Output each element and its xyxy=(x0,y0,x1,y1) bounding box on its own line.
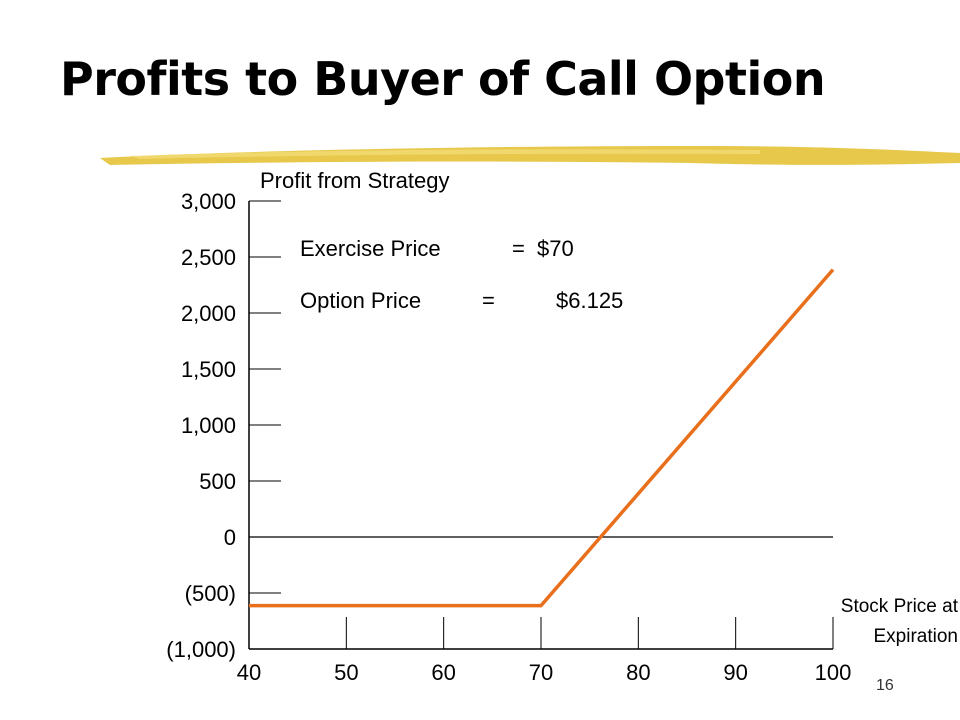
x-tick-label: 60 xyxy=(431,660,455,685)
series-layer xyxy=(249,268,835,608)
page-number: 16 xyxy=(876,677,894,694)
x-axis-ticks: 40 50 60 70 80 90 100 xyxy=(237,617,852,685)
annotation-exercise-eq: = xyxy=(512,236,525,261)
x-tick-label: 100 xyxy=(815,660,852,685)
profit-line xyxy=(249,268,835,608)
annotation-exercise-value: $70 xyxy=(537,236,574,261)
slide-title: Profits to Buyer of Call Option xyxy=(60,52,826,106)
y-axis-ticks: 3,000 2,500 2,000 1,500 1,000 500 0 (500) (1,000… xyxy=(166,189,281,662)
x-tick-label: 90 xyxy=(723,660,747,685)
x-tick-label: 80 xyxy=(626,660,650,685)
annotation-option-price: Option Price = $6.125 xyxy=(300,288,623,313)
axes xyxy=(248,201,833,650)
title-brush-stroke-highlight xyxy=(130,149,760,159)
x-tick-label: 50 xyxy=(334,660,358,685)
annotation-exercise-label: Exercise Price xyxy=(300,236,441,261)
y-tick-label: 1,500 xyxy=(181,357,236,382)
y-tick-label: 2,000 xyxy=(181,301,236,326)
annotation-option-label: Option Price xyxy=(300,288,421,313)
y-tick-label: 500 xyxy=(199,469,236,494)
chart-title: Profit from Strategy xyxy=(260,168,450,193)
annotation-exercise-price: Exercise Price = $70 xyxy=(300,236,574,261)
xlabel-line-2: Expiration xyxy=(874,626,959,647)
annotation-option-eq: = xyxy=(482,288,495,313)
annotation-option-value: $6.125 xyxy=(556,288,623,313)
x-tick-label: 70 xyxy=(529,660,553,685)
y-tick-label: 2,500 xyxy=(181,245,236,270)
x-tick-label: 40 xyxy=(237,660,261,685)
y-tick-label: 3,000 xyxy=(181,189,236,214)
title-brush-underline xyxy=(100,146,960,165)
y-tick-label: 1,000 xyxy=(181,413,236,438)
y-tick-label: 0 xyxy=(224,525,236,550)
y-tick-label: (500) xyxy=(185,581,236,606)
y-tick-label: (1,000) xyxy=(166,637,236,662)
xlabel-line-1: Stock Price at xyxy=(841,596,959,617)
